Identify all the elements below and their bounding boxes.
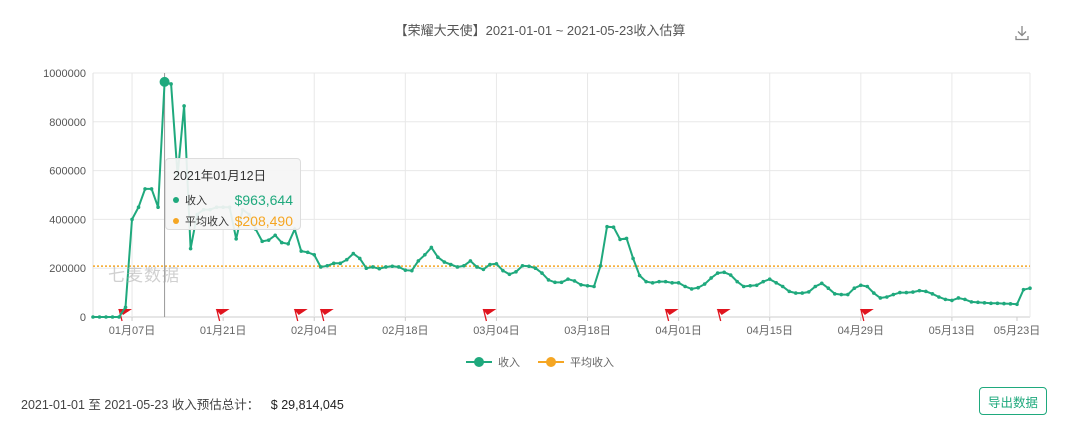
legend-label: 平均收入 [570, 357, 614, 369]
x-tick-label: 04月01日 [655, 325, 701, 337]
download-icon[interactable] [1013, 24, 1031, 42]
tooltip-label: 收入 [185, 194, 207, 207]
tooltip-label: 平均收入 [185, 215, 229, 228]
income-dot-icon [173, 196, 179, 203]
x-tick-label: 04月15日 [746, 325, 792, 337]
revenue-summary: 2021-01-01 至 2021-05-23 收入预估总计： $ 29,814… [21, 394, 344, 413]
x-tick-label: 01月21日 [200, 325, 246, 337]
y-tick-label: 200000 [49, 263, 86, 275]
x-tick-label: 05月13日 [929, 325, 975, 337]
tooltip: 2021年01月12日 收入 $963,644 平均收入 $208,490 [165, 158, 301, 230]
y-tick-label: 0 [80, 312, 86, 324]
tooltip-value: $963,644 [234, 191, 293, 208]
y-tick-label: 1000000 [43, 68, 86, 80]
x-tick-label: 01月07日 [109, 325, 155, 337]
event-flag-icon[interactable] [482, 308, 497, 322]
x-tick-label: 04月29日 [838, 325, 884, 337]
legend-average-icon [538, 357, 564, 367]
event-flag-icon[interactable] [716, 308, 731, 322]
x-tick-label: 05月23日 [994, 325, 1040, 337]
y-axis: 0 200000 400000 600000 800000 1000000 [43, 68, 86, 324]
y-tick-label: 400000 [49, 214, 86, 226]
event-flag-icon[interactable] [215, 308, 230, 322]
event-flag-icon[interactable] [859, 308, 874, 322]
event-flag-icon[interactable] [664, 308, 679, 322]
chart-title: 【荣耀大天使】2021-01-01 ~ 2021-05-23收入估算 [394, 23, 686, 38]
event-flag-icon[interactable] [293, 308, 308, 322]
tooltip-row-average: 平均收入 $208,490 [173, 210, 293, 231]
summary-total: $ 29,814,045 [270, 398, 344, 412]
highlight-point [159, 76, 170, 87]
export-data-button[interactable]: 导出数据 [979, 387, 1047, 415]
legend-label: 收入 [498, 357, 520, 369]
x-tick-label: 02月18日 [382, 325, 428, 337]
legend-item-income[interactable]: 收入 [466, 354, 520, 370]
watermark: 七麦数据 [108, 266, 180, 285]
event-flag-icon[interactable] [319, 308, 334, 322]
x-tick-label: 03月04日 [473, 325, 519, 337]
grid-lines [92, 72, 1031, 318]
legend-income-icon [466, 357, 492, 367]
y-tick-label: 600000 [49, 166, 86, 178]
summary-label: 2021-01-01 至 2021-05-23 收入预估总计： [21, 398, 260, 412]
legend: 收入 平均收入 [0, 354, 1080, 370]
x-tick-label: 02月04日 [291, 325, 337, 337]
tooltip-date: 2021年01月12日 [173, 169, 267, 183]
tooltip-row-income: 收入 $963,644 [173, 189, 293, 210]
event-flags [118, 308, 874, 322]
income-points [91, 80, 1032, 319]
average-dot-icon [173, 217, 179, 224]
tooltip-value: $208,490 [234, 212, 293, 229]
x-tick-label: 03月18日 [564, 325, 610, 337]
x-axis: 01月07日 01月21日 02月04日 02月18日 03月04日 03月18日 04月0… [109, 317, 1040, 337]
legend-item-average[interactable]: 平均收入 [538, 354, 614, 370]
y-tick-label: 800000 [49, 117, 86, 129]
